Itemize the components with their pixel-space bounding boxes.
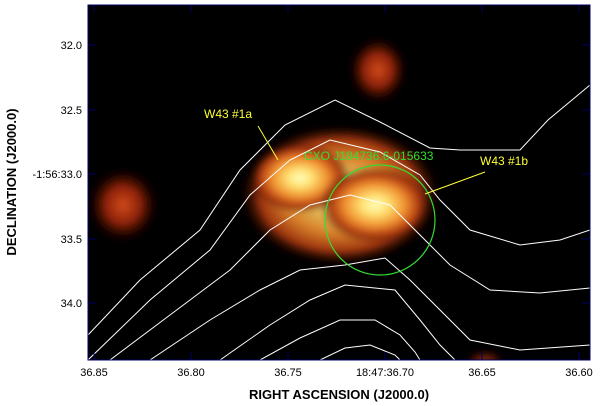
top-blob (348, 36, 408, 104)
y-tick-label: -1:56:33.0 (32, 169, 82, 181)
cxo-source-circle (324, 164, 436, 276)
x-tick-marks (93, 5, 580, 360)
y-tick-label: 33.5 (61, 234, 82, 246)
plot-frame (87, 4, 591, 361)
left-blob (88, 167, 159, 243)
bottom-faint-blob (465, 350, 505, 360)
source-1b-core (320, 167, 430, 243)
source-1b-pointer (424, 171, 486, 195)
x-tick-label: 18:47:36.70 (356, 367, 414, 379)
cxo-source-label: CXO J184736.6-015633 (304, 149, 434, 163)
x-axis-title: RIGHT ASCENSION (J2000.0) (249, 387, 429, 402)
source-1b-label: W43 #1b (480, 154, 528, 168)
y-tick-marks (88, 44, 590, 304)
x-tick-label: 36.65 (468, 367, 496, 379)
y-tick-label: 32.5 (61, 105, 82, 117)
x-tick-label: 36.85 (80, 367, 108, 379)
source-1a-label: W43 #1a (204, 107, 252, 121)
x-tick-label: 36.75 (274, 367, 302, 379)
y-tick-label: 32.0 (61, 40, 82, 52)
source-1a-pointer (257, 125, 279, 161)
y-axis-title: DECLINATION (J2000.0) (4, 108, 19, 255)
x-tick-label: 36.80 (177, 367, 205, 379)
emission-map (88, 36, 505, 360)
y-tick-label: 34.0 (61, 298, 82, 310)
x-tick-label: 36.60 (565, 367, 593, 379)
contours (88, 84, 590, 360)
